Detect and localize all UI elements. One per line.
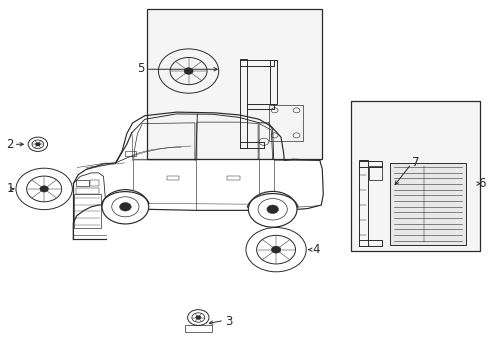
Bar bbox=[358, 160, 367, 246]
Bar bbox=[246, 104, 273, 109]
Circle shape bbox=[119, 203, 131, 211]
Bar bbox=[351, 102, 479, 251]
Circle shape bbox=[248, 192, 296, 227]
Bar bbox=[184, 325, 211, 332]
Bar bbox=[74, 194, 101, 228]
Bar bbox=[389, 163, 465, 245]
Circle shape bbox=[102, 190, 148, 224]
Bar bbox=[270, 60, 276, 104]
Bar bbox=[369, 166, 381, 180]
Text: 5: 5 bbox=[137, 62, 144, 75]
Circle shape bbox=[195, 316, 201, 319]
Bar bbox=[90, 180, 99, 186]
Bar bbox=[358, 240, 381, 246]
Text: 6: 6 bbox=[477, 177, 485, 190]
Circle shape bbox=[271, 246, 281, 253]
Bar bbox=[239, 143, 264, 148]
Bar bbox=[239, 59, 247, 148]
Circle shape bbox=[35, 143, 40, 146]
Text: 2: 2 bbox=[6, 138, 14, 151]
Bar bbox=[76, 180, 89, 186]
Bar bbox=[227, 176, 239, 180]
Text: 3: 3 bbox=[224, 315, 232, 328]
Bar bbox=[268, 105, 302, 141]
Bar bbox=[358, 161, 381, 167]
Circle shape bbox=[266, 205, 278, 213]
Bar bbox=[76, 188, 99, 194]
Bar bbox=[166, 176, 179, 180]
Text: 1: 1 bbox=[6, 183, 14, 195]
Bar bbox=[147, 9, 322, 158]
Circle shape bbox=[40, 186, 48, 192]
Bar bbox=[239, 60, 273, 66]
Circle shape bbox=[183, 68, 193, 75]
Text: 4: 4 bbox=[312, 243, 320, 256]
Text: 7: 7 bbox=[411, 156, 419, 169]
Bar bbox=[125, 151, 136, 156]
